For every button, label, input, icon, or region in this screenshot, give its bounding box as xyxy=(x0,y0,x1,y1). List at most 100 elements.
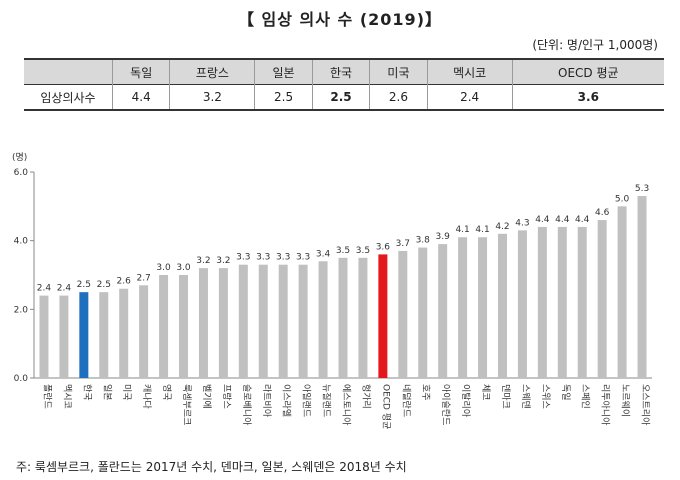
bar xyxy=(478,237,488,378)
summary-table: 독일 프랑스 일본 한국 미국 멕시코 OECD 평균 임상의사수 4.4 3.… xyxy=(24,58,664,111)
data-label: 4.4 xyxy=(575,215,590,225)
value-oecd: 3.6 xyxy=(511,84,664,110)
header-oecd: OECD 평균 xyxy=(511,59,664,85)
value-korea: 2.5 xyxy=(311,84,370,110)
summary-value-row: 임상의사수 4.4 3.2 2.5 2.5 2.6 2.4 3.6 xyxy=(24,84,664,110)
data-label: 3.3 xyxy=(296,253,310,263)
x-tick-label: OECD 평균 xyxy=(380,384,391,429)
x-tick-label: 덴마크 xyxy=(500,384,511,409)
bar-chart: (명) 0.0 2.0 4.0 6.0 2.4 폴란드 2.4 멕시코 2.5 한국 2.5 일본 2.6… xyxy=(12,152,652,429)
value-mexico: 2.4 xyxy=(426,84,513,110)
unit-note: (단위: 명/인구 1,000명) xyxy=(532,38,658,52)
bar xyxy=(179,275,189,378)
bar xyxy=(79,292,89,378)
bar xyxy=(358,257,368,378)
x-tick-label: 호주 xyxy=(420,384,431,401)
data-label: 3.3 xyxy=(276,253,290,263)
data-label: 2.4 xyxy=(57,284,72,294)
x-tick-label: 룩셈부르크 xyxy=(181,384,192,425)
x-tick-label: 에스토니아 xyxy=(341,384,352,426)
x-tick-label: 일본 xyxy=(101,384,112,401)
data-label: 2.6 xyxy=(117,277,132,287)
bar xyxy=(418,247,428,378)
y-tick-label: 6.0 xyxy=(14,168,29,178)
x-tick-label: 이탈리아 xyxy=(460,384,471,418)
x-tick-label: 한국 xyxy=(81,384,92,401)
x-tick-label: 스위스 xyxy=(540,384,551,409)
data-label: 4.6 xyxy=(595,208,610,218)
bar xyxy=(258,264,268,378)
data-label: 4.1 xyxy=(475,225,489,235)
bar xyxy=(537,226,547,378)
data-label: 2.4 xyxy=(37,284,52,294)
bar xyxy=(99,292,109,378)
data-label: 3.2 xyxy=(196,256,210,266)
row-label: 임상의사수 xyxy=(40,90,96,105)
data-label: 5.3 xyxy=(635,184,649,194)
bar xyxy=(39,295,49,378)
bar xyxy=(637,196,647,378)
data-label: 4.2 xyxy=(495,222,509,232)
bar xyxy=(318,261,328,378)
header-mexico: 멕시코 xyxy=(426,59,513,85)
x-tick-label: 스페인 xyxy=(580,384,591,409)
footnote: 주: 룩셈부르크, 폴란드는 2017년 수치, 덴마크, 일본, 스웨덴은 2… xyxy=(16,460,407,474)
header-japan: 일본 xyxy=(254,59,313,85)
bar xyxy=(517,230,527,378)
x-tick-label: 캐나다 xyxy=(141,384,152,410)
x-tick-label: 라트비아 xyxy=(261,384,272,418)
bar xyxy=(378,254,388,378)
bar xyxy=(438,244,448,378)
x-tick-label: 노르웨이 xyxy=(620,384,632,417)
data-label: 5.0 xyxy=(615,194,630,204)
data-label: 3.7 xyxy=(396,239,410,249)
data-label: 3.3 xyxy=(236,253,250,263)
summary-header-row: 독일 프랑스 일본 한국 미국 멕시코 OECD 평균 xyxy=(24,59,664,85)
data-label: 3.6 xyxy=(376,242,391,252)
data-label: 3.3 xyxy=(256,253,270,263)
bar xyxy=(597,220,607,378)
bar xyxy=(218,268,228,378)
x-tick-label: 이스라엘 xyxy=(281,384,292,417)
value-france: 3.2 xyxy=(169,84,255,110)
bar xyxy=(458,237,468,378)
page-title: 【 임상 의사 수 (2019)】 xyxy=(237,10,443,29)
bar xyxy=(59,295,69,378)
x-tick-label: 폴란드 xyxy=(41,384,53,409)
y-unit-label: (명) xyxy=(12,152,27,163)
data-label: 3.9 xyxy=(436,232,451,242)
header-usa: 미국 xyxy=(369,59,428,85)
header-blank xyxy=(24,59,113,85)
data-label: 2.5 xyxy=(97,280,111,290)
bar xyxy=(298,264,308,378)
data-label: 2.7 xyxy=(136,273,150,283)
bar xyxy=(119,288,129,378)
value-usa: 2.6 xyxy=(369,84,428,110)
bar xyxy=(278,264,288,378)
data-label: 3.5 xyxy=(356,246,370,256)
x-tick-label: 영국 xyxy=(161,384,172,401)
data-label: 3.4 xyxy=(316,249,331,259)
data-label: 3.0 xyxy=(156,263,171,273)
data-label: 3.8 xyxy=(416,236,431,246)
data-label: 2.5 xyxy=(77,280,91,290)
header-france: 프랑스 xyxy=(169,59,255,85)
x-tick-label: 오스트리아 xyxy=(640,384,651,426)
x-tick-label: 헝가리 xyxy=(360,384,371,409)
x-tick-label: 멕시코 xyxy=(61,384,72,409)
y-tick-label: 0.0 xyxy=(14,374,29,384)
header-germany: 독일 xyxy=(111,59,170,85)
x-tick-label: 체코 xyxy=(480,384,491,401)
data-label: 3.5 xyxy=(336,246,350,256)
x-tick-label: 리투아니아 xyxy=(600,384,611,426)
x-tick-label: 네덜란드 xyxy=(400,384,412,417)
x-tick-label: 아이슬란드 xyxy=(440,384,452,425)
bar xyxy=(398,250,408,378)
bar xyxy=(497,233,507,378)
bar xyxy=(338,257,348,378)
x-tick-label: 독일 xyxy=(560,384,571,401)
x-tick-label: 뉴질랜드 xyxy=(321,384,333,417)
x-tick-label: 벨기에 xyxy=(201,384,212,409)
bar xyxy=(159,275,169,378)
x-tick-label: 미국 xyxy=(121,384,132,401)
